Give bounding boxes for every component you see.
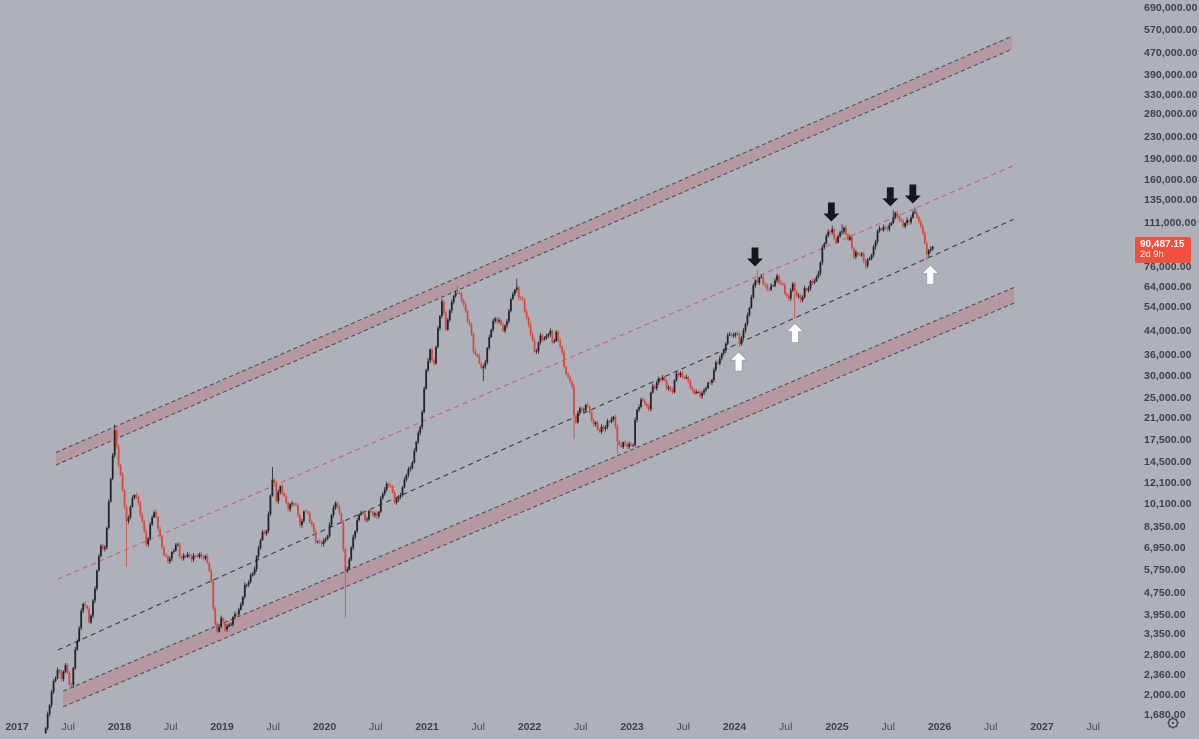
gear-icon[interactable] <box>1166 716 1180 730</box>
time-tick-jul: Jul <box>984 721 998 733</box>
price-tick-label: 3,950.00 <box>1144 608 1186 621</box>
price-tick-label: 230,000.00 <box>1144 130 1198 143</box>
time-tick-year: 2025 <box>825 721 849 733</box>
lower-channel-band-edge <box>62 302 1015 708</box>
up-arrow-marker[interactable] <box>729 351 748 372</box>
price-tick-label: 390,000.00 <box>1144 68 1198 81</box>
time-tick-jul: Jul <box>676 721 690 733</box>
time-tick-year: 2018 <box>107 721 132 733</box>
price-tick-label: 190,000.00 <box>1144 153 1198 166</box>
price-tick-label: 160,000.00 <box>1144 173 1198 186</box>
price-tick-label: 17,500.00 <box>1144 433 1192 446</box>
price-tick-label: 1,680.00 <box>1144 709 1186 721</box>
time-tick-jul: Jul <box>61 721 75 733</box>
down-arrow-marker[interactable] <box>823 202 840 222</box>
bar-countdown-timer: 2d 9h <box>1140 248 1164 260</box>
time-tick-jul: Jul <box>574 721 588 733</box>
lower-channel-band[interactable] <box>63 287 1015 707</box>
time-axis[interactable]: 2017 Jul 2018 Jul 2019 Jul 2020 Jul 2021 Jul 2022 J… <box>0 715 1199 739</box>
price-tick-label: 4,750.00 <box>1144 586 1186 599</box>
time-tick-year: 2023 <box>620 721 644 733</box>
price-tick-label: 3,350.00 <box>1144 627 1186 640</box>
price-tick-label: 36,000.00 <box>1144 348 1192 361</box>
channel-median-line[interactable] <box>57 218 1014 651</box>
time-tick-year: 2027 <box>1030 721 1054 733</box>
upper-channel-band-edge <box>55 48 1013 466</box>
time-tick-jul: Jul <box>1086 721 1100 733</box>
up-arrow-marker[interactable] <box>921 264 940 285</box>
time-tick-jul: Jul <box>266 721 280 733</box>
current-price-label: 90,487.15 2d 9h <box>1135 236 1191 263</box>
upper-channel-band[interactable] <box>55 36 1013 466</box>
price-tick-label: 8,350.00 <box>1144 520 1186 533</box>
time-tick-year: 2022 <box>517 721 542 733</box>
price-tick-label: 570,000.00 <box>1144 24 1198 37</box>
price-tick-label: 10,100.00 <box>1144 498 1192 511</box>
time-tick-year: 2024 <box>722 721 747 733</box>
price-tick-label: 30,000.00 <box>1144 370 1192 383</box>
price-tick-label: 54,000.00 <box>1144 301 1192 314</box>
candles-layer <box>44 207 934 734</box>
price-tick-label: 25,000.00 <box>1144 391 1192 404</box>
down-arrow-marker[interactable] <box>747 247 763 267</box>
down-arrow-marker[interactable] <box>904 184 921 204</box>
time-tick-year: 2026 <box>927 721 952 733</box>
price-tick-label: 280,000.00 <box>1144 107 1198 120</box>
price-tick-label: 2,360.00 <box>1144 669 1186 682</box>
price-tick-label: 5,750.00 <box>1144 564 1186 577</box>
lower-channel-band-edge <box>62 286 1015 692</box>
time-tick-year: 2021 <box>415 721 439 733</box>
price-tick-label: 470,000.00 <box>1144 47 1198 59</box>
price-tick-label: 690,000.00 <box>1144 1 1198 14</box>
price-tick-label: 135,000.00 <box>1144 193 1198 206</box>
time-tick-jul: Jul <box>779 721 793 733</box>
price-tick-label: 21,000.00 <box>1144 412 1192 425</box>
time-tick-jul: Jul <box>369 721 383 733</box>
time-tick-year: 2017 <box>5 721 29 733</box>
time-tick-jul: Jul <box>471 721 485 733</box>
down-arrow-marker[interactable] <box>882 187 899 207</box>
time-tick-jul: Jul <box>164 721 178 733</box>
price-tick-label: 76,000.00 <box>1144 261 1192 274</box>
price-axis[interactable]: 690,000.00 570,000.00 470,000.00 390,000.00… <box>1132 0 1199 721</box>
price-tick-label: 6,950.00 <box>1144 542 1186 555</box>
price-tick-label: 111,000.00 <box>1144 216 1197 229</box>
upper-channel-band-edge <box>55 35 1013 453</box>
channel-upper-quartile-line[interactable] <box>57 165 1014 580</box>
time-tick-year: 2019 <box>210 721 234 733</box>
price-tick-label: 44,000.00 <box>1144 325 1192 338</box>
price-tick-label: 64,000.00 <box>1144 281 1192 294</box>
up-arrow-marker[interactable] <box>786 322 804 343</box>
price-tick-label: 330,000.00 <box>1144 88 1198 101</box>
current-price-value: 90,487.15 <box>1140 238 1185 250</box>
time-tick-year: 2020 <box>312 721 337 733</box>
time-tick-jul: Jul <box>881 721 895 733</box>
price-tick-label: 14,500.00 <box>1144 455 1192 468</box>
price-tick-label: 2,800.00 <box>1144 648 1186 661</box>
price-tick-label: 2,000.00 <box>1144 688 1186 701</box>
price-tick-label: 12,100.00 <box>1144 477 1192 489</box>
